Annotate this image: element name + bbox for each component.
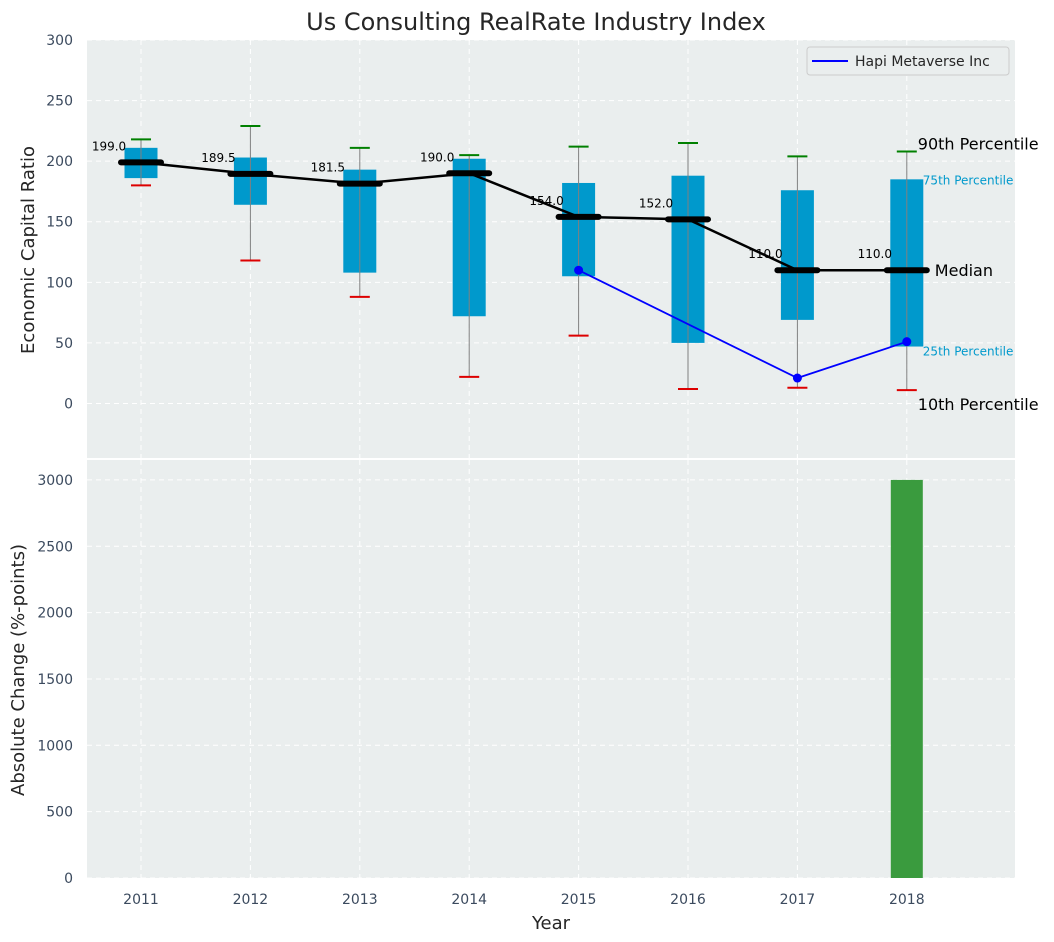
x-tick-label: 2016 xyxy=(670,892,706,908)
bottom-y-tick-label: 1000 xyxy=(37,738,73,754)
company-series xyxy=(574,265,912,383)
bottom-y-ticks: 0 500 1000 1500 2000 2500 3000 xyxy=(37,473,73,887)
bottom-y-tick-label: 2000 xyxy=(37,606,73,622)
median-value-label: 110.0 xyxy=(858,247,892,261)
median-value-label: 154.0 xyxy=(529,194,563,208)
x-tick-label: 2014 xyxy=(451,892,487,908)
company-point xyxy=(902,337,912,347)
top-y-tick-label: 250 xyxy=(46,94,73,110)
bottom-y-tick-label: 500 xyxy=(46,805,73,821)
x-tick-label: 2011 xyxy=(123,892,159,908)
chart-title: Us Consulting RealRate Industry Index xyxy=(306,8,766,36)
legend-label: Hapi Metaverse Inc xyxy=(855,54,990,70)
x-tick-label: 2017 xyxy=(780,892,816,908)
annotation-p90: 90th Percentile xyxy=(918,134,1039,153)
top-y-tick-label: 100 xyxy=(46,275,73,291)
x-tick-label: 2013 xyxy=(342,892,378,908)
top-y-tick-label: 150 xyxy=(46,215,73,231)
bottom-y-tick-label: 1500 xyxy=(37,672,73,688)
top-plot-background xyxy=(87,40,1015,458)
legend: Hapi Metaverse Inc xyxy=(806,46,1010,76)
top-y-tick-label: 0 xyxy=(64,396,73,412)
bottom-y-axis-label: Absolute Change (%-points) xyxy=(8,544,29,796)
change-bar xyxy=(890,479,923,878)
x-tick-label: 2018 xyxy=(889,892,925,908)
x-tick-label: 2012 xyxy=(233,892,269,908)
x-ticks: 2011 2012 2013 2014 2015 2016 2017 2018 xyxy=(123,892,924,908)
bottom-grid xyxy=(87,460,1015,879)
top-y-tick-label: 200 xyxy=(46,154,73,170)
annotation-median: Median xyxy=(935,261,993,280)
bar-marks xyxy=(890,479,923,878)
annotation-p10: 10th Percentile xyxy=(918,395,1039,414)
median-value-label: 110.0 xyxy=(748,247,782,261)
legend-frame xyxy=(806,46,1010,76)
box-plot-marks: 199.0 189.5 181.5 190.0 154.0 152.0 110.0 110.0 xyxy=(92,125,930,392)
top-y-tick-label: 50 xyxy=(55,336,73,352)
top-y-ticks: 0 50 100 150 200 250 300 xyxy=(46,33,73,412)
bottom-y-tick-label: 0 xyxy=(64,871,73,887)
percentile-annotations: 90th Percentile 75th Percentile Median 25th… xyxy=(918,134,1039,414)
x-axis-label: Year xyxy=(531,913,571,934)
annotation-p25: 25th Percentile xyxy=(923,345,1014,359)
median-value-label: 181.5 xyxy=(311,161,345,175)
company-point xyxy=(792,373,802,383)
company-point xyxy=(574,265,584,275)
bottom-plot-background xyxy=(87,460,1015,878)
median-value-label: 189.5 xyxy=(201,151,235,165)
top-y-axis-label: Economic Capital Ratio xyxy=(18,146,39,354)
annotation-p75: 75th Percentile xyxy=(923,173,1014,187)
median-value-label: 152.0 xyxy=(639,196,673,210)
x-tick-label: 2015 xyxy=(561,892,597,908)
median-value-label: 199.0 xyxy=(92,139,126,153)
bottom-y-tick-label: 2500 xyxy=(37,539,73,555)
median-value-label: 190.0 xyxy=(420,150,454,164)
bottom-y-tick-label: 3000 xyxy=(37,473,73,489)
top-y-tick-label: 300 xyxy=(46,33,73,49)
